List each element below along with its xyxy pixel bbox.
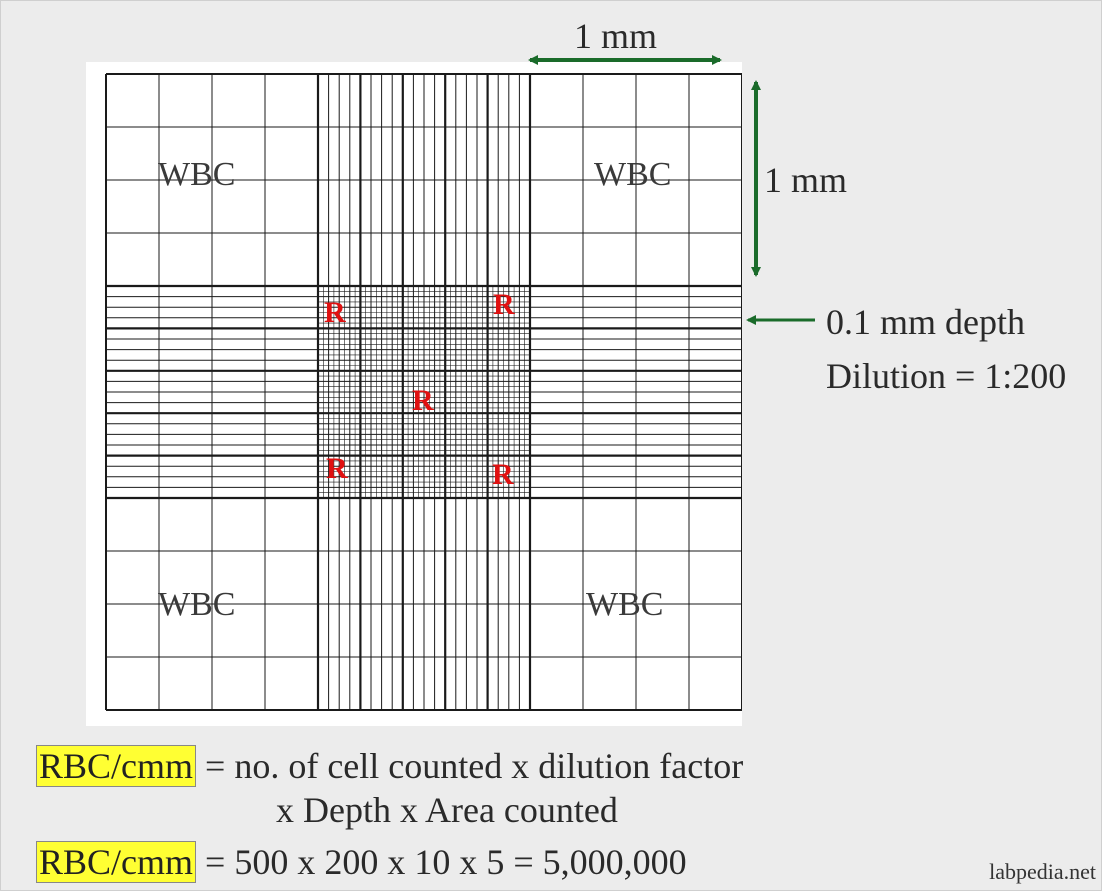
- rbc-square-mark-bottom-right: R: [492, 458, 514, 491]
- rbc-square-mark-top-left: R: [324, 296, 346, 329]
- formula-term-highlight: RBC/cmm: [36, 745, 197, 787]
- formula-line-1: RBC/cmm = no. of cell counted x dilution…: [36, 745, 744, 787]
- calculation-text: = 500 x 200 x 10 x 5 = 5,000,000: [205, 842, 687, 882]
- hemocytometer-panel: WBC WBC WBC WBC R R R R R: [86, 62, 742, 726]
- rbc-square-mark-top-right: R: [493, 288, 515, 321]
- formula-line-2: RBC/cmm = 500 x 200 x 10 x 5 = 5,000,000: [36, 841, 687, 883]
- counting-chamber-grid: [105, 73, 742, 711]
- width-dimension-label: 1 mm: [574, 16, 658, 56]
- wbc-label-bottom-left: WBC: [158, 586, 236, 623]
- formula-line-1-continuation: x Depth x Area counted: [276, 790, 618, 830]
- watermark: labpedia.net: [989, 859, 1096, 884]
- formula-term-highlight: RBC/cmm: [36, 841, 197, 883]
- wbc-label-bottom-right: WBC: [586, 586, 664, 623]
- height-dimension-label: 1 mm: [764, 160, 848, 200]
- dilution-label: Dilution = 1:200: [826, 356, 1067, 396]
- formula-text: = no. of cell counted x dilution factor: [205, 746, 744, 786]
- wbc-label-top-left: WBC: [158, 156, 236, 193]
- depth-label: 0.1 mm depth: [826, 302, 1025, 342]
- rbc-square-mark-bottom-left: R: [326, 452, 348, 485]
- rbc-square-mark-center: R: [412, 384, 434, 417]
- wbc-label-top-right: WBC: [594, 156, 672, 193]
